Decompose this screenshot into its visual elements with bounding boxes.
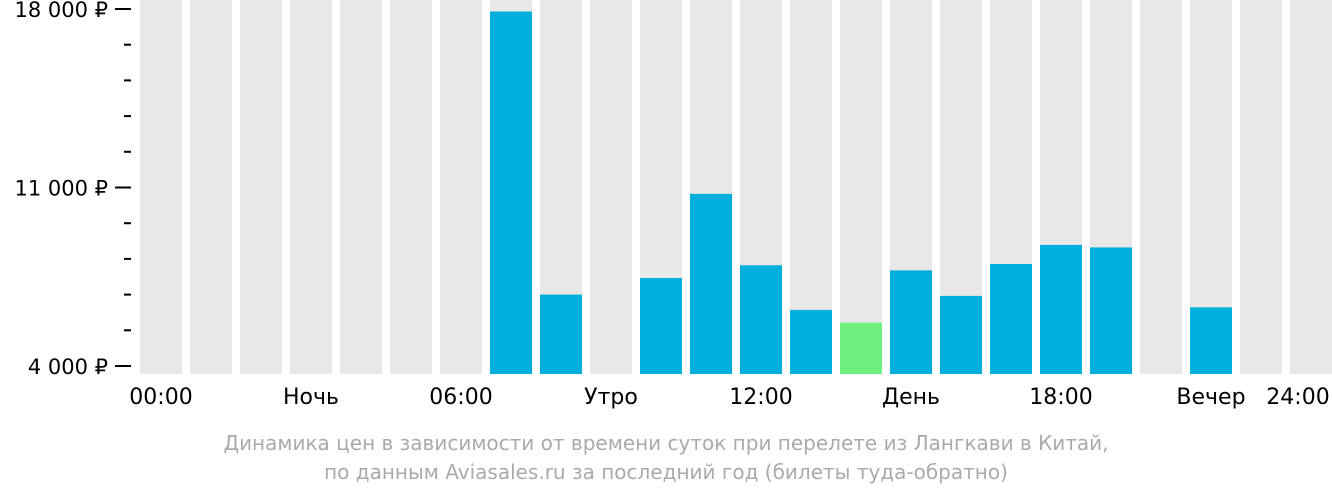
background-column-22 — [1240, 0, 1282, 374]
bar-hour-10 — [640, 278, 682, 374]
background-column-01 — [190, 0, 232, 374]
bar-hour-17 — [990, 264, 1032, 374]
background-column-03 — [290, 0, 332, 374]
x-tick-label: День — [882, 385, 940, 410]
background-column-14 — [840, 0, 882, 374]
bar-hour-15 — [890, 270, 932, 374]
bar-hour-11 — [690, 193, 732, 374]
x-tick-label: Утро — [584, 385, 638, 410]
bar-hour-21 — [1190, 307, 1232, 374]
bar-hour-14 — [840, 322, 882, 374]
background-column-23 — [1290, 0, 1332, 374]
y-tick-label: 11 000 ₽ — [14, 177, 108, 201]
x-axis: 00:00 Ночь 06:00 Утро 12:00 День 18:00 Вечер 24:… — [129, 385, 1329, 410]
y-axis: 18 000 ₽ 11 000 ₽ 4 000 ₽ — [14, 0, 131, 379]
x-tick-label: 06:00 — [429, 385, 492, 410]
bar-hour-19 — [1090, 247, 1132, 374]
background-column-00 — [140, 0, 182, 374]
price-by-hour-chart: 18 000 ₽ 11 000 ₽ 4 000 ₽ 00:00 Ночь 06:00 Ут… — [14, 0, 1332, 410]
background-column-04 — [340, 0, 382, 374]
x-tick-label: Вечер — [1176, 385, 1245, 410]
x-tick-label: 00:00 — [129, 385, 192, 410]
background-column-20 — [1140, 0, 1182, 374]
bar-hour-13 — [790, 309, 832, 374]
bar-hour-08 — [540, 294, 582, 374]
bar-hour-12 — [740, 265, 782, 374]
background-columns — [140, 0, 1332, 374]
caption-line-1: Динамика цен в зависимости от времени су… — [223, 431, 1109, 455]
background-column-09 — [590, 0, 632, 374]
bar-hour-16 — [940, 295, 982, 374]
x-tick-label: 12:00 — [729, 385, 792, 410]
x-tick-label: 24:00 — [1266, 385, 1329, 410]
x-tick-label: 18:00 — [1029, 385, 1092, 410]
background-column-06 — [440, 0, 482, 374]
caption-line-2: по данным Aviasales.ru за последний год … — [324, 460, 1008, 484]
y-tick-label: 18 000 ₽ — [14, 0, 108, 22]
y-tick-label: 4 000 ₽ — [28, 355, 108, 379]
bar-hour-07 — [490, 11, 532, 375]
x-tick-label: Ночь — [283, 385, 339, 410]
background-column-05 — [390, 0, 432, 374]
bars — [490, 11, 1232, 375]
bar-hour-18 — [1040, 244, 1082, 374]
background-column-02 — [240, 0, 282, 374]
